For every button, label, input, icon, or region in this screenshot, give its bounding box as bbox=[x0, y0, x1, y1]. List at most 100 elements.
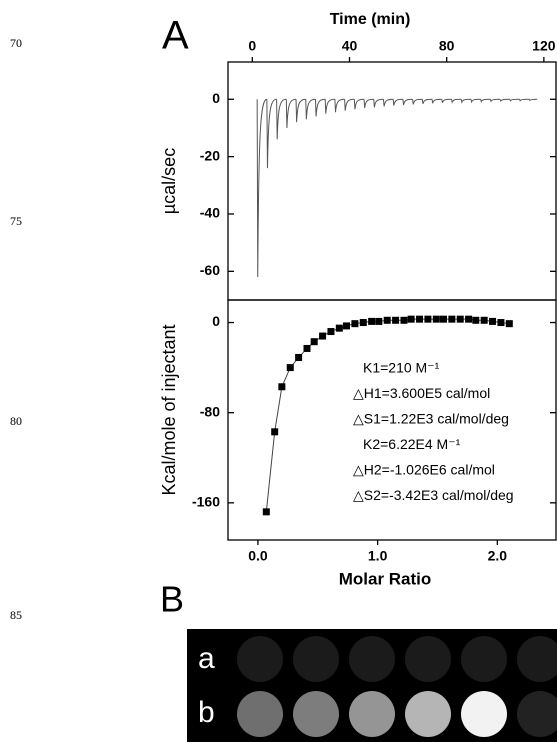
data-point bbox=[480, 316, 488, 324]
injection-peak bbox=[285, 98, 297, 128]
data-point bbox=[497, 319, 505, 327]
injection-peak bbox=[276, 98, 287, 140]
fit-annotation: △H1=3.600E5 cal/mol bbox=[353, 385, 490, 401]
well bbox=[237, 636, 283, 682]
plot-frame bbox=[227, 61, 557, 301]
y-tick-label: 0 bbox=[212, 313, 220, 329]
panel-label: B bbox=[160, 579, 184, 620]
wells-row-a bbox=[237, 636, 557, 682]
data-point bbox=[359, 319, 367, 327]
x-tick-label: 1.0 bbox=[368, 548, 388, 564]
data-point bbox=[432, 315, 440, 323]
injection-peak bbox=[382, 98, 394, 107]
data-point bbox=[310, 338, 318, 346]
well bbox=[405, 691, 451, 737]
injection-peak bbox=[324, 98, 335, 114]
y-axis-title: Kcal/mole of injectant bbox=[159, 324, 179, 495]
injection-peak bbox=[314, 98, 326, 117]
x-axis-title: Molar Ratio bbox=[339, 569, 432, 588]
well-image: a b bbox=[187, 629, 557, 742]
x-tick-label: 2.0 bbox=[488, 548, 508, 564]
data-point bbox=[456, 315, 464, 323]
data-point bbox=[383, 316, 391, 324]
y-tick-label: -60 bbox=[200, 262, 220, 278]
plot-frame bbox=[227, 299, 557, 541]
data-point bbox=[400, 316, 408, 324]
data-point bbox=[505, 320, 513, 328]
data-point bbox=[368, 317, 376, 325]
x-tick-label: 0 bbox=[248, 38, 256, 54]
x-tick-label: 0.0 bbox=[248, 548, 268, 564]
x-axis-title: Time (min) bbox=[330, 11, 411, 28]
line-number: 70 bbox=[10, 36, 22, 50]
well bbox=[349, 691, 395, 737]
data-point bbox=[416, 315, 424, 323]
injection-peak bbox=[499, 98, 510, 103]
line-number: 80 bbox=[10, 414, 22, 428]
injection-peak bbox=[509, 98, 520, 102]
y-tick-label: -80 bbox=[200, 403, 220, 419]
data-point bbox=[351, 320, 359, 328]
data-point bbox=[448, 315, 456, 323]
data-point bbox=[262, 508, 270, 516]
fit-annotation: K1=210 M⁻¹ bbox=[363, 360, 440, 376]
x-tick-label: 120 bbox=[532, 38, 556, 54]
y-tick-label: -40 bbox=[200, 205, 220, 221]
y-axis-title: µcal/sec bbox=[159, 148, 179, 214]
well bbox=[517, 636, 557, 682]
wells-row-b bbox=[237, 691, 557, 737]
injection-peak bbox=[353, 98, 365, 110]
injection-peak bbox=[392, 98, 403, 106]
injection-peak bbox=[421, 98, 433, 104]
fit-annotation: △S2=-3.42E3 cal/mol/deg bbox=[353, 487, 514, 503]
data-point bbox=[335, 324, 343, 332]
data-point bbox=[375, 317, 383, 325]
fit-annotation: K2=6.22E4 M⁻¹ bbox=[363, 436, 461, 452]
well bbox=[349, 636, 395, 682]
panel-label: A bbox=[162, 14, 189, 58]
injection-peak bbox=[373, 98, 384, 108]
well bbox=[293, 636, 339, 682]
injection-peak bbox=[295, 98, 306, 123]
injection-peak bbox=[412, 98, 423, 105]
data-point bbox=[319, 332, 327, 340]
data-point bbox=[424, 315, 432, 323]
data-point bbox=[465, 315, 473, 323]
injection-peak bbox=[305, 98, 316, 120]
injection-peak bbox=[470, 98, 481, 104]
data-point bbox=[439, 315, 447, 323]
injection-peak bbox=[431, 98, 442, 104]
row-label: b bbox=[198, 696, 215, 729]
injection-peak bbox=[519, 98, 530, 102]
injection-peak bbox=[441, 98, 452, 103]
data-point bbox=[392, 316, 400, 324]
injection-peak bbox=[256, 98, 268, 278]
injection-peak bbox=[489, 98, 501, 103]
data-point bbox=[303, 344, 311, 352]
well bbox=[405, 636, 451, 682]
fit-annotation: △S1=1.22E3 cal/mol/deg bbox=[353, 411, 509, 427]
y-tick-label: 0 bbox=[212, 90, 220, 106]
well bbox=[461, 691, 507, 737]
injection-peak bbox=[402, 98, 413, 106]
line-number: 75 bbox=[10, 214, 22, 228]
x-tick-label: 80 bbox=[439, 38, 455, 54]
fit-annotation: △H2=-1.026E6 cal/mol bbox=[353, 462, 495, 478]
data-point bbox=[489, 317, 497, 325]
data-point bbox=[343, 322, 351, 330]
data-point bbox=[407, 315, 415, 323]
row-label: a bbox=[198, 642, 215, 675]
injection-peak bbox=[528, 98, 538, 102]
data-point bbox=[271, 428, 279, 436]
data-point bbox=[472, 316, 480, 324]
injection-peak bbox=[451, 98, 462, 104]
data-point bbox=[327, 328, 335, 336]
data-point bbox=[278, 383, 286, 391]
y-tick-label: -20 bbox=[200, 147, 220, 163]
injection-peak bbox=[480, 98, 491, 103]
well bbox=[293, 691, 339, 737]
well bbox=[237, 691, 283, 737]
x-tick-label: 40 bbox=[342, 38, 358, 54]
injection-peak bbox=[334, 98, 345, 113]
